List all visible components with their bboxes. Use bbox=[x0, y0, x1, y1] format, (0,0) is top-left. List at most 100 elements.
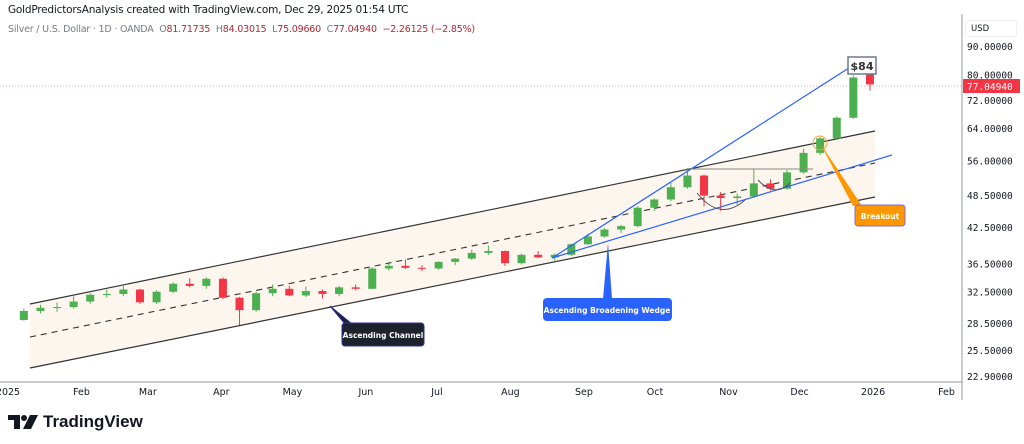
candle-body bbox=[135, 289, 144, 303]
candle-body bbox=[335, 287, 344, 294]
cup-arc-1 bbox=[696, 192, 746, 210]
target-label: $84 bbox=[851, 60, 874, 73]
candle-body bbox=[832, 117, 841, 139]
currency-selector[interactable]: USD bbox=[965, 20, 1017, 37]
candle-body bbox=[152, 291, 161, 303]
target-callout[interactable]: $84 bbox=[847, 56, 877, 75]
candle-body bbox=[301, 290, 310, 296]
candle-body bbox=[467, 252, 476, 259]
candle-body bbox=[766, 183, 775, 189]
candle-body bbox=[683, 175, 692, 188]
channel-mid-line[interactable] bbox=[29, 162, 876, 338]
candle-body bbox=[169, 283, 178, 292]
last-price-badge: 77.04940 bbox=[963, 79, 1020, 93]
price-tick-label: 32.50000 bbox=[967, 287, 1013, 298]
candle-body bbox=[119, 289, 128, 294]
candle-body bbox=[451, 258, 460, 262]
time-tick-label: 2025 bbox=[0, 387, 20, 398]
candle-body bbox=[434, 261, 443, 269]
channel-callout-label: Ascending Channel bbox=[343, 331, 424, 340]
channel-lower-line[interactable] bbox=[29, 196, 876, 369]
candle-body bbox=[583, 236, 592, 245]
candle-body bbox=[716, 195, 725, 198]
symbol-name[interactable]: Silver / U.S. Dollar · 1D · OANDA bbox=[8, 24, 154, 35]
price-tick-label: 48.50000 bbox=[967, 191, 1013, 202]
candle-body bbox=[86, 294, 95, 302]
time-tick-label: Nov bbox=[719, 387, 738, 398]
low-value: 75.09660 bbox=[277, 24, 321, 35]
candle-body bbox=[567, 244, 576, 255]
time-tick-label: Feb bbox=[73, 387, 90, 398]
candle-body bbox=[102, 293, 111, 295]
time-tick-label: Mar bbox=[139, 387, 157, 398]
last-price-label: 77.04940 bbox=[967, 82, 1013, 93]
breakout-callout[interactable]: Breakout bbox=[820, 143, 906, 227]
price-tick-label: 25.50000 bbox=[967, 346, 1013, 357]
candle-body bbox=[534, 254, 543, 258]
ascending-channel-drawing bbox=[29, 130, 876, 369]
candle-body bbox=[252, 293, 261, 311]
candle-body bbox=[849, 77, 858, 118]
candle-body bbox=[617, 226, 626, 230]
candle-body bbox=[782, 172, 791, 189]
tradingview-logo-icon bbox=[8, 415, 38, 429]
price-tick-label: 90.00000 bbox=[967, 42, 1013, 53]
change-value: −2.26125 (−2.85%) bbox=[382, 24, 475, 35]
candle-body bbox=[351, 287, 360, 289]
candle-body bbox=[36, 307, 45, 311]
price-tick-label: 42.50000 bbox=[967, 223, 1013, 234]
wedge-upper-line[interactable] bbox=[551, 65, 853, 259]
candle-body bbox=[401, 265, 410, 268]
close-label: C bbox=[326, 24, 334, 35]
time-tick-label: Jul bbox=[430, 387, 442, 398]
candle-body bbox=[285, 288, 294, 296]
candle-body bbox=[733, 196, 742, 198]
channel-callout[interactable]: Ascending Channel bbox=[329, 305, 425, 347]
price-tick-label: 80.00000 bbox=[967, 70, 1013, 81]
candle-body bbox=[749, 183, 758, 197]
close-value: 77.04940 bbox=[333, 24, 377, 35]
candle-body bbox=[700, 175, 709, 196]
time-tick-label: Aug bbox=[501, 387, 520, 398]
time-tick-label: May bbox=[283, 387, 303, 398]
time-tick-label: Sep bbox=[575, 387, 593, 398]
time-axis[interactable]: 2025 Feb Mar Apr May Jun Jul Aug Sep Oct Nov Dec 202… bbox=[0, 387, 955, 398]
price-tick-label: 36.50000 bbox=[967, 260, 1013, 271]
breakout-marker bbox=[812, 135, 828, 151]
time-tick-label: Dec bbox=[790, 387, 808, 398]
candle-body bbox=[318, 290, 327, 294]
candle-body bbox=[202, 278, 211, 286]
time-tick-label: Oct bbox=[647, 387, 664, 398]
tradingview-logo: TradingView bbox=[8, 412, 143, 432]
chart-attribution: GoldPredictorsAnalysis created with Trad… bbox=[8, 4, 409, 16]
time-tick-label: Feb bbox=[938, 387, 955, 398]
candle-body bbox=[53, 306, 62, 308]
candle-body bbox=[799, 152, 808, 173]
candle-body bbox=[418, 267, 427, 269]
candle-body bbox=[517, 254, 526, 264]
candle-body bbox=[650, 199, 659, 208]
price-tick-label: 28.50000 bbox=[967, 319, 1013, 330]
open-value: 81.71735 bbox=[166, 24, 211, 35]
wedge-callout[interactable]: Ascending Broadening Wedge bbox=[543, 243, 672, 321]
logo-text: TradingView bbox=[43, 412, 143, 431]
price-axis[interactable]: 90.00000 80.00000 72.00000 64.00000 56.00000… bbox=[967, 42, 1013, 383]
candles bbox=[19, 63, 874, 325]
low-label: L bbox=[272, 24, 278, 35]
candle-body bbox=[633, 207, 642, 227]
wedge-callout-label: Ascending Broadening Wedge bbox=[544, 306, 671, 315]
candle-body bbox=[816, 138, 825, 153]
candle-body bbox=[500, 251, 509, 264]
price-tick-label: 56.00000 bbox=[967, 156, 1013, 167]
candle-body bbox=[368, 268, 377, 289]
candle-body bbox=[235, 297, 244, 311]
high-label: H bbox=[215, 24, 223, 35]
candle-body bbox=[268, 288, 277, 294]
symbol-legend: Silver / U.S. Dollar · 1D · OANDA O81.71… bbox=[8, 24, 475, 35]
price-tick-label: 64.00000 bbox=[967, 124, 1013, 135]
price-tick-label: 22.90000 bbox=[967, 372, 1013, 383]
candle-body bbox=[218, 278, 227, 298]
channel-upper-line[interactable] bbox=[29, 130, 876, 305]
candle-body bbox=[69, 301, 78, 307]
